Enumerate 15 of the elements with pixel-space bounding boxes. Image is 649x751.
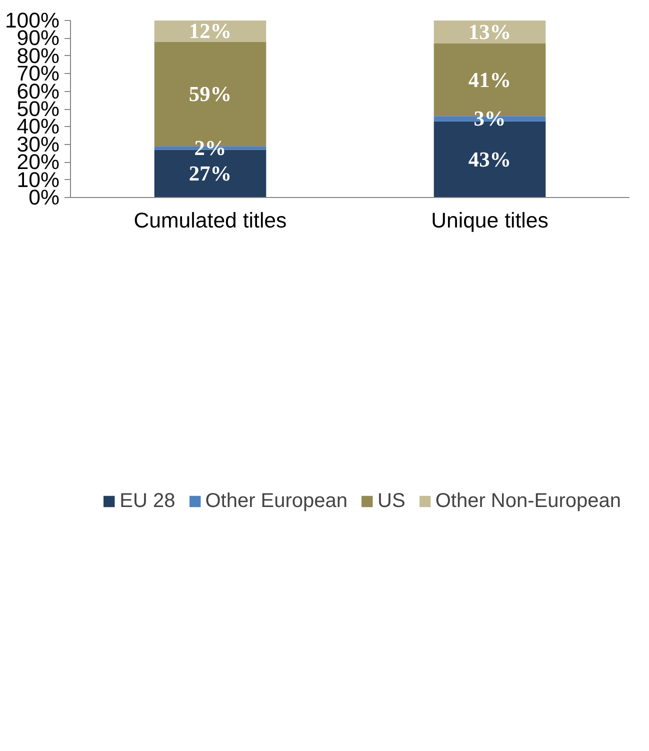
data-label: 59% <box>188 82 232 106</box>
data-label: 43% <box>468 147 512 172</box>
data-label: 2% <box>194 136 226 160</box>
data-label: 13% <box>468 20 512 44</box>
x-tick-label: Cumulated titles <box>134 208 287 232</box>
legend-label: Other Non-European <box>435 490 621 512</box>
bar <box>434 20 546 44</box>
legend-label: US <box>378 490 406 512</box>
data-label: 27% <box>188 162 232 186</box>
legend-label: Other European <box>205 490 348 512</box>
data-label: 12% <box>188 19 232 44</box>
x-tick-label: Unique titles <box>431 208 548 232</box>
legend-label: EU 28 <box>120 490 176 512</box>
data-label: 41% <box>468 68 512 92</box>
data-label: 3% <box>474 106 506 131</box>
